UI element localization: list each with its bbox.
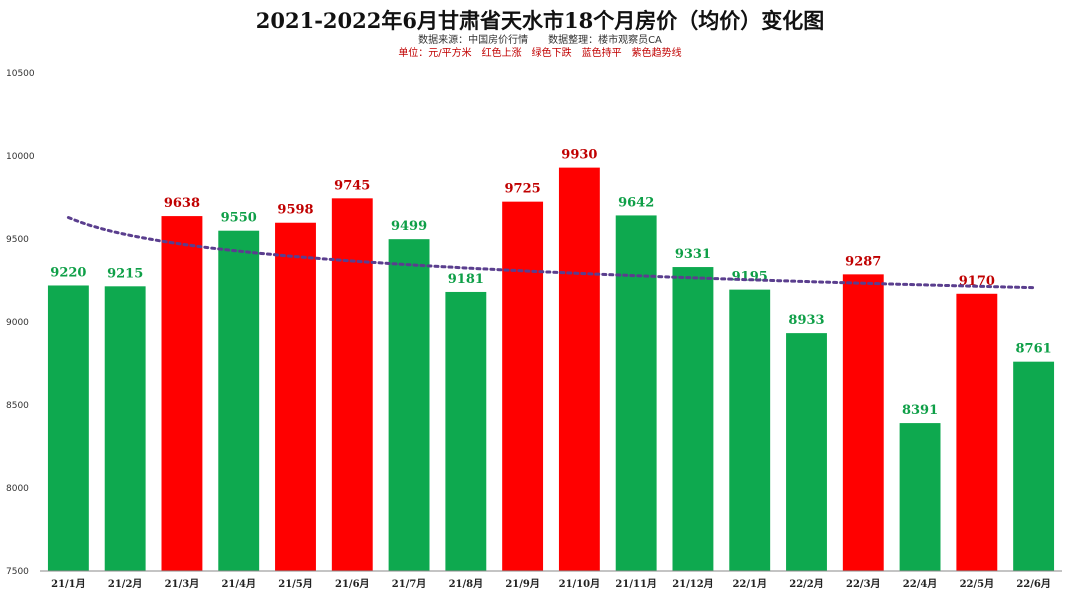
- data-label: 9499: [391, 219, 427, 234]
- data-label: 8391: [902, 403, 938, 418]
- data-labels: 9220 9215 9638 9550 9598 9745 9499 9181 9725 9930…: [50, 148, 1051, 418]
- data-label: 9181: [448, 272, 484, 287]
- bar: [786, 333, 827, 571]
- data-label: 8933: [788, 313, 824, 328]
- bar: [218, 230, 260, 571]
- y-tick-label: 7500: [6, 567, 29, 577]
- data-label: 9725: [505, 182, 541, 197]
- x-tick-label: 21/9月: [505, 578, 540, 590]
- y-tick-label: 10000: [6, 152, 35, 162]
- data-label: 9215: [107, 266, 143, 281]
- bar: [502, 201, 544, 571]
- bar: [956, 293, 998, 571]
- bar: [331, 198, 373, 571]
- x-tick-label: 22/2月: [789, 578, 824, 590]
- x-tick-label: 21/12月: [672, 578, 713, 590]
- x-tick-label: 21/2月: [108, 578, 143, 590]
- x-tick-label: 21/8月: [449, 578, 484, 590]
- x-tick-label: 21/1月: [51, 578, 86, 590]
- data-label: 9195: [732, 270, 768, 285]
- data-label: 9550: [221, 211, 257, 226]
- bars: [47, 167, 1055, 572]
- bar: [899, 423, 941, 571]
- y-tick-label: 8000: [6, 484, 29, 494]
- x-tick-label: 21/4月: [221, 578, 256, 590]
- x-tick-label: 21/3月: [165, 578, 200, 590]
- x-tick-label: 21/7月: [392, 578, 427, 590]
- data-label: 9331: [675, 247, 711, 262]
- y-tick-label: 10500: [6, 69, 35, 79]
- data-label: 9287: [845, 254, 881, 269]
- data-label: 9930: [561, 148, 597, 163]
- bar: [729, 289, 771, 571]
- y-tick-label: 9000: [6, 318, 29, 328]
- bar: [672, 267, 714, 571]
- chart-title: 2021-2022年6月甘肃省天水市18个月房价（均价）变化图: [256, 8, 824, 33]
- x-tick-label: 22/5月: [960, 578, 995, 590]
- x-axis: 21/1月 21/2月 21/3月 21/4月 21/5月 21/6月 21/7月 21/8月…: [51, 578, 1051, 590]
- data-label: 9642: [618, 195, 654, 210]
- y-tick-label: 8500: [6, 401, 29, 411]
- bar: [275, 222, 316, 571]
- bar: [104, 286, 146, 571]
- data-label: 8761: [1016, 342, 1052, 357]
- data-label: 9220: [50, 265, 86, 280]
- bar: [842, 274, 884, 571]
- y-axis: 7500 8000 8500 9000 9500 10000 10500: [6, 69, 35, 577]
- x-tick-label: 21/6月: [335, 578, 370, 590]
- data-label: 9638: [164, 196, 200, 211]
- x-tick-label: 21/10月: [559, 578, 600, 590]
- x-tick-label: 22/4月: [903, 578, 938, 590]
- x-tick-label: 21/11月: [615, 578, 656, 590]
- x-tick-label: 22/1月: [732, 578, 767, 590]
- bar: [1013, 361, 1055, 571]
- chart-subtitle-legend: 单位：元/平方米 红色上涨 绿色下跌 蓝色持平 紫色趋势线: [398, 46, 681, 59]
- bar: [161, 216, 203, 572]
- trend-line: [66, 216, 1036, 290]
- bar: [445, 291, 487, 571]
- bar: [47, 285, 89, 571]
- x-tick-label: 22/3月: [846, 578, 881, 590]
- x-tick-label: 21/5月: [278, 578, 313, 590]
- bar: [615, 215, 657, 572]
- chart-subtitle-source: 数据来源：中国房价行情 数据整理：楼市观察员CA: [418, 33, 662, 46]
- bar: [558, 167, 600, 571]
- bar: [388, 239, 430, 571]
- y-tick-label: 9500: [6, 235, 29, 245]
- data-label: 9745: [334, 178, 370, 193]
- x-tick-label: 22/6月: [1016, 578, 1051, 590]
- data-label: 9598: [277, 203, 313, 218]
